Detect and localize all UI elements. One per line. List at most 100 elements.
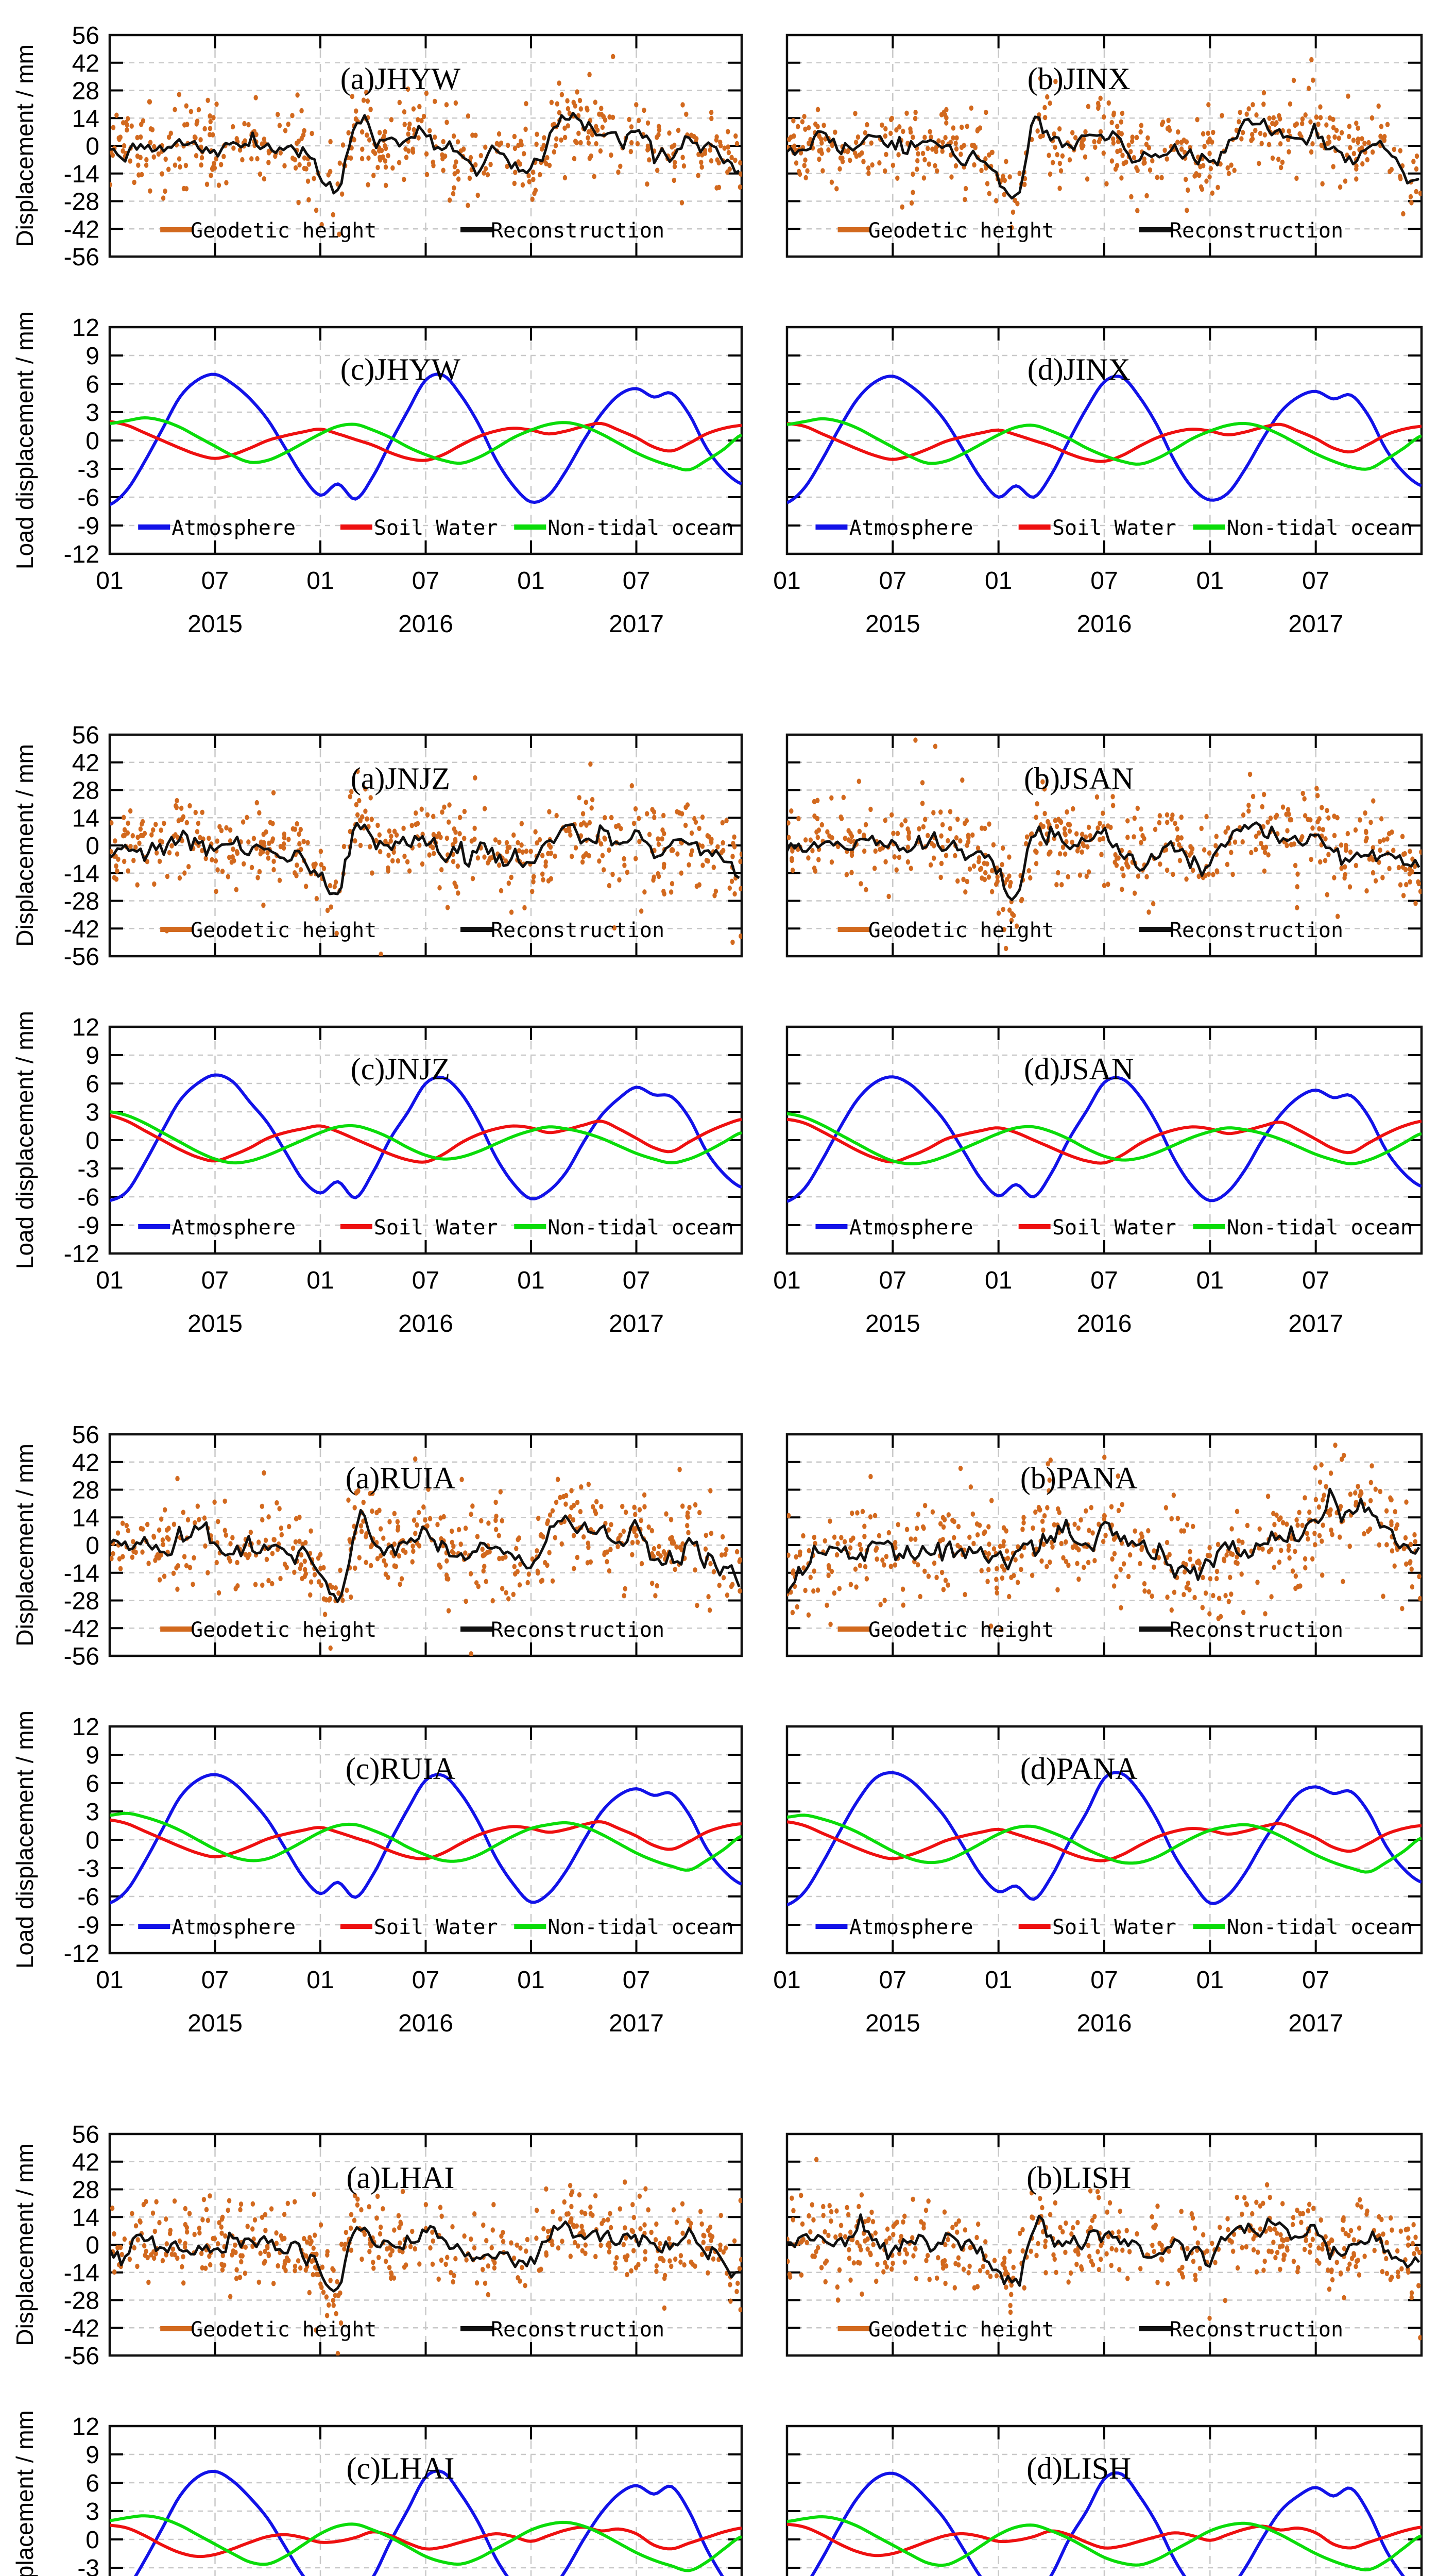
y-tick-label: 56 bbox=[72, 722, 99, 749]
figure-group-1: Displacement / mm Load displacement / mm… bbox=[0, 0, 1455, 700]
panel-title: (b)PANA bbox=[1020, 1461, 1138, 1495]
x-year-label: 2016 bbox=[1077, 611, 1132, 638]
y-tick-label: 56 bbox=[72, 1421, 99, 1449]
x-tick-label: 01 bbox=[517, 1967, 544, 1994]
panel-title: (c)LHAI bbox=[346, 2451, 454, 2485]
y-tick-label: -14 bbox=[64, 2260, 99, 2287]
y-tick-label: 12 bbox=[72, 1714, 99, 1741]
panel-border bbox=[108, 733, 743, 958]
y-tick-label: -12 bbox=[64, 541, 99, 568]
x-year-label: 2017 bbox=[1288, 2010, 1343, 2037]
atmosphere-series bbox=[110, 1073, 742, 1202]
y-tick-label: 0 bbox=[85, 1127, 99, 1155]
legend-label: Soil Water bbox=[1052, 1216, 1176, 1240]
panel-border bbox=[785, 326, 1423, 555]
legend-label: Reconstruction bbox=[491, 2318, 664, 2342]
legend-label: Non-tidal ocean bbox=[547, 1216, 733, 1240]
panel-title: (a)JHYW bbox=[340, 62, 461, 96]
legend-label: Geodetic height bbox=[868, 919, 1054, 942]
x-tick-label: 07 bbox=[412, 1267, 439, 1294]
y-tick-label: 9 bbox=[85, 1742, 99, 1769]
x-tick-label: 01 bbox=[96, 1967, 123, 1994]
y-tick-label: -9 bbox=[77, 1912, 99, 1939]
panel-title: (a)RUIA bbox=[346, 1461, 455, 1495]
y-tick-label: 42 bbox=[72, 50, 99, 77]
x-tick-label: 01 bbox=[1196, 1967, 1224, 1994]
legend-label: Reconstruction bbox=[491, 1618, 664, 1642]
legend-label: Soil Water bbox=[1052, 516, 1176, 540]
panel-border bbox=[108, 1725, 743, 1955]
x-tick-label: 07 bbox=[1302, 567, 1329, 595]
y-tick-label: -3 bbox=[77, 1855, 99, 1883]
load-panel-frame bbox=[785, 1025, 1423, 1255]
x-year-label: 2016 bbox=[398, 1310, 453, 1337]
x-tick-label: 07 bbox=[1090, 1267, 1118, 1294]
non-tidal-ocean-series bbox=[110, 2514, 742, 2572]
y-tick-label: 12 bbox=[72, 314, 99, 342]
legend-label: Atmosphere bbox=[172, 516, 296, 540]
y-tick-label: 56 bbox=[72, 22, 99, 49]
x-tick-label: 01 bbox=[773, 567, 800, 595]
soil-water-series bbox=[110, 420, 742, 462]
atmosphere-series bbox=[110, 1773, 742, 1905]
y-tick-label: -9 bbox=[77, 513, 99, 540]
x-tick-label: 07 bbox=[1090, 1967, 1118, 1994]
x-tick-label: 01 bbox=[306, 567, 334, 595]
x-year-label: 2017 bbox=[609, 2010, 664, 2037]
legend-label: Reconstruction bbox=[1170, 919, 1343, 942]
x-tick-label: 01 bbox=[985, 1967, 1012, 1994]
reconstruction-series bbox=[110, 2220, 740, 2293]
x-tick-label: 07 bbox=[1090, 567, 1118, 595]
panel-border bbox=[108, 1025, 743, 1255]
x-tick-label: 07 bbox=[623, 567, 650, 595]
legend-label: Soil Water bbox=[374, 1216, 498, 1240]
panel-border bbox=[108, 2132, 743, 2357]
y-tick-label: 14 bbox=[72, 1504, 99, 1532]
legend-label: Geodetic height bbox=[868, 2318, 1054, 2342]
y-tick-label: -42 bbox=[64, 2315, 99, 2342]
legend-label: Geodetic height bbox=[191, 219, 376, 243]
y-tick-label: -3 bbox=[77, 1156, 99, 1183]
y-tick-label: -56 bbox=[64, 2343, 99, 2370]
x-tick-label: 01 bbox=[985, 567, 1012, 595]
panel-border bbox=[108, 33, 743, 258]
soil-water-series bbox=[787, 1820, 1422, 1862]
legend-label: Soil Water bbox=[1052, 1916, 1176, 1939]
panel-title: (b)JSAN bbox=[1024, 761, 1134, 795]
panel-border bbox=[785, 1725, 1423, 1955]
figure-group-3: Displacement / mm Load displacement / mm… bbox=[0, 1399, 1455, 2099]
y-tick-label: 3 bbox=[85, 1099, 99, 1126]
non-tidal-ocean-series bbox=[110, 416, 742, 472]
panel-title: (d)JINX bbox=[1028, 352, 1131, 386]
legend-label: Non-tidal ocean bbox=[1227, 1916, 1413, 1939]
atmosphere-series bbox=[787, 1075, 1422, 1203]
x-tick-label: 01 bbox=[306, 1967, 334, 1994]
legend-label: Geodetic height bbox=[191, 1618, 376, 1642]
panel-title: (b)LISH bbox=[1026, 2161, 1131, 2195]
x-year-label: 2017 bbox=[609, 611, 664, 638]
legend-label: Soil Water bbox=[374, 1916, 498, 1939]
x-year-label: 2016 bbox=[1077, 2010, 1132, 2037]
x-year-label: 2016 bbox=[398, 2010, 453, 2037]
x-tick-label: 07 bbox=[1302, 1967, 1329, 1994]
x-tick-label: 07 bbox=[623, 1267, 650, 1294]
non-tidal-ocean-series bbox=[787, 1112, 1422, 1165]
non-tidal-ocean-series bbox=[787, 417, 1422, 471]
soil-water-series bbox=[787, 2522, 1422, 2557]
x-year-label: 2015 bbox=[187, 1310, 243, 1337]
non-tidal-ocean-series bbox=[110, 1811, 742, 1872]
panel-border bbox=[785, 1025, 1423, 1255]
load-panel-frame bbox=[785, 1725, 1423, 1955]
y-tick-label: -14 bbox=[64, 1560, 99, 1587]
panel-border bbox=[785, 733, 1423, 958]
panel-title: (a)JNJZ bbox=[351, 761, 450, 795]
y-tick-label: -56 bbox=[64, 1643, 99, 1670]
x-tick-label: 07 bbox=[879, 567, 906, 595]
legend-label: Reconstruction bbox=[1170, 219, 1343, 243]
